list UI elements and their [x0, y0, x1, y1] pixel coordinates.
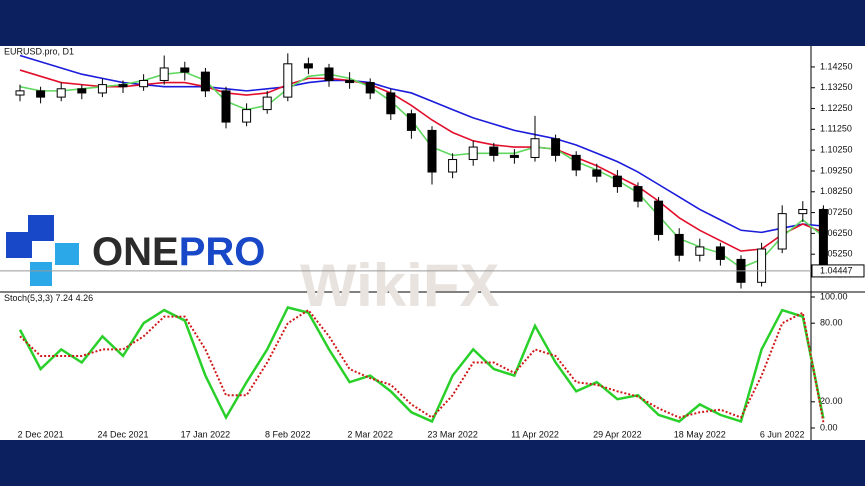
y-tick-label: 1.14250 — [820, 61, 853, 71]
candle-body — [777, 213, 787, 250]
candle-body — [468, 146, 478, 161]
x-tick-label: 29 Apr 2022 — [593, 429, 642, 439]
candle-body — [818, 208, 828, 272]
candle-body — [592, 169, 602, 177]
x-tick-label: 18 May 2022 — [674, 429, 726, 439]
y-tick-label: 1.06250 — [820, 228, 853, 238]
candle-body — [56, 88, 66, 98]
x-tick-label: 24 Dec 2021 — [97, 429, 148, 439]
y-tick-label: 1.07250 — [820, 207, 853, 217]
logo-pro: PRO — [179, 230, 266, 274]
y-tick-label: 0.00 — [820, 422, 838, 432]
candle-body — [551, 138, 561, 156]
candle-body — [530, 138, 540, 158]
y-tick-label: 1.09250 — [820, 165, 853, 175]
y-tick-label: 20.00 — [820, 396, 843, 406]
x-tick-label: 2 Mar 2022 — [347, 429, 393, 439]
candle-body — [427, 129, 437, 173]
candle-body — [200, 71, 210, 92]
candle-body — [345, 79, 355, 84]
x-tick-label: 6 Jun 2022 — [760, 429, 805, 439]
y-tick-label: 1.08250 — [820, 186, 853, 196]
series-line — [19, 54, 824, 234]
series-line — [19, 71, 824, 269]
candle-body — [139, 79, 149, 88]
candle-body — [221, 90, 231, 123]
candle-body — [77, 88, 87, 94]
candle-body — [674, 233, 684, 256]
series-line — [19, 69, 824, 252]
candle-body — [715, 246, 725, 260]
candle-body — [36, 90, 46, 98]
y-tick-label: 1.11250 — [820, 124, 852, 134]
candle-body — [757, 248, 767, 283]
candle-body — [97, 84, 107, 94]
x-tick-label: 23 Mar 2022 — [427, 429, 478, 439]
candle-body — [303, 63, 313, 69]
y-tick-label: 1.10250 — [820, 145, 853, 155]
candle-body — [654, 200, 664, 235]
candle-body — [386, 92, 396, 115]
logo-one: ONE — [92, 230, 179, 274]
stoch-k-value: 7.24 — [56, 293, 74, 303]
current-price-label: 1.04447 — [820, 265, 853, 275]
current-price-box — [811, 264, 865, 278]
candle-body — [283, 63, 293, 98]
logo-block — [55, 243, 79, 265]
candle-body — [262, 96, 272, 111]
x-tick-label: 17 Jan 2022 — [181, 429, 231, 439]
candle-body — [489, 146, 499, 156]
y-tick-label: 80.00 — [820, 318, 843, 328]
y-tick-label: 100.00 — [820, 291, 848, 301]
candle-body — [509, 154, 519, 158]
x-tick-label: 2 Dec 2021 — [18, 429, 64, 439]
candle-body — [242, 109, 252, 123]
candle-body — [365, 82, 375, 94]
logo-text: ONEPRO — [92, 230, 265, 274]
stoch-name: Stoch(5,3,3) — [4, 293, 53, 303]
watermark: WikiFX — [300, 252, 499, 319]
candle-body — [612, 175, 622, 188]
candle-body — [571, 154, 581, 171]
y-tick-label: 1.12250 — [820, 103, 853, 113]
candle-body — [118, 84, 128, 88]
series-line — [18, 306, 825, 424]
y-tick-label: 1.13250 — [820, 82, 853, 92]
logo: ONEPRO — [6, 215, 265, 286]
stoch-title: Stoch(5,3,3) 7.24 4.26 — [4, 293, 93, 303]
stoch-d-value: 4.26 — [76, 293, 94, 303]
y-tick-label: 1.05250 — [820, 249, 853, 259]
candle-body — [695, 246, 705, 256]
logo-block — [6, 232, 32, 258]
x-tick-label: 8 Feb 2022 — [265, 429, 311, 439]
candle-body — [324, 67, 334, 81]
candle-body — [633, 186, 643, 202]
candle-body — [448, 159, 458, 173]
candle-body — [406, 113, 416, 131]
candle-body — [15, 90, 25, 96]
candle-body — [180, 67, 190, 73]
candle-body — [798, 208, 808, 215]
chart-title: EURUSD.pro, D1 — [4, 46, 74, 56]
candle-body — [159, 67, 169, 81]
x-tick-label: 11 Apr 2022 — [511, 429, 559, 439]
logo-block — [28, 215, 54, 241]
logo-block — [30, 262, 52, 286]
